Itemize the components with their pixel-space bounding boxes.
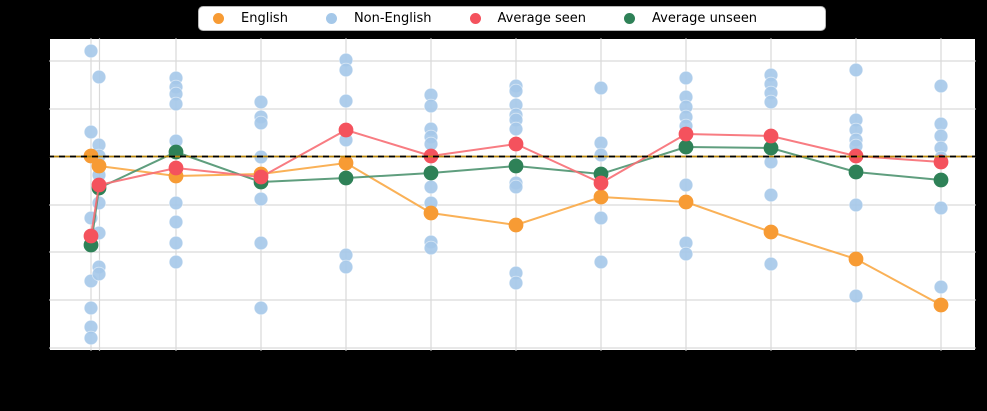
non-english-point <box>91 266 107 282</box>
non-english-point <box>91 69 107 85</box>
legend-item-non-english: Non-English <box>325 11 432 26</box>
average-unseen-point <box>678 139 694 155</box>
non-english-point <box>763 256 779 272</box>
english-line <box>90 155 942 306</box>
non-english-point <box>91 195 107 211</box>
non-english-point <box>253 94 269 110</box>
legend-item-average-unseen: Average unseen <box>624 12 757 25</box>
average-seen-point <box>253 169 269 185</box>
english-point <box>508 217 524 233</box>
average-unseen-point <box>423 165 439 181</box>
average-unseen-point <box>933 172 949 188</box>
english-marker-icon <box>213 13 224 24</box>
average-unseen-point <box>508 158 524 174</box>
non-english-point <box>83 330 99 346</box>
average-seen-point <box>168 160 184 176</box>
non-english-point <box>848 288 864 304</box>
legend-label-non-english: Non-English <box>353 11 432 26</box>
non-english-point <box>338 259 354 275</box>
average-seen-point <box>593 175 609 191</box>
non-english-point <box>253 115 269 131</box>
english-point <box>338 155 354 171</box>
non-english-point <box>168 214 184 230</box>
non-english-point <box>423 98 439 114</box>
average-seen-point <box>678 126 694 142</box>
english-point <box>848 251 864 267</box>
non-english-point <box>763 187 779 203</box>
non-english-point <box>933 279 949 295</box>
non-english-point <box>678 70 694 86</box>
average-seen-point <box>933 154 949 170</box>
non-english-point <box>593 80 609 96</box>
non-english-marker-icon <box>325 13 337 24</box>
non-english-point <box>508 121 524 137</box>
non-english-point <box>423 179 439 195</box>
non-english-point <box>508 275 524 291</box>
non-english-point <box>593 135 609 151</box>
non-english-point <box>423 240 439 256</box>
non-english-point <box>338 93 354 109</box>
non-english-point <box>763 94 779 110</box>
average-seen-line <box>90 128 942 237</box>
english-point <box>678 194 694 210</box>
non-english-point <box>83 43 99 59</box>
non-english-point <box>678 177 694 193</box>
non-english-point <box>933 128 949 144</box>
legend-item-english: English <box>213 12 288 25</box>
non-english-point <box>508 83 524 99</box>
non-english-point <box>933 78 949 94</box>
non-english-point <box>338 247 354 263</box>
non-english-point <box>83 300 99 316</box>
non-english-point <box>253 191 269 207</box>
english-point <box>423 205 439 221</box>
average-seen-marker-icon <box>469 13 481 24</box>
average-seen-point <box>91 177 107 193</box>
non-english-point <box>933 116 949 132</box>
non-english-point <box>168 195 184 211</box>
average-unseen-point <box>848 164 864 180</box>
non-english-point <box>593 210 609 226</box>
non-english-point <box>933 200 949 216</box>
legend-item-average-seen: Average seen <box>469 11 587 26</box>
english-point <box>933 297 949 313</box>
average-unseen-line <box>90 145 942 246</box>
non-english-point <box>593 254 609 270</box>
legend: English Non-English Average seen Average… <box>198 6 826 31</box>
non-english-point <box>253 235 269 251</box>
legend-label-english: English <box>241 11 288 26</box>
non-english-point <box>253 300 269 316</box>
plot-frame <box>46 35 979 354</box>
english-point <box>593 189 609 205</box>
average-seen-point <box>338 122 354 138</box>
non-english-point <box>83 124 99 140</box>
average-seen-point <box>83 228 99 244</box>
non-english-point <box>848 62 864 78</box>
average-seen-point <box>763 128 779 144</box>
average-unseen-marker-icon <box>624 13 636 24</box>
average-unseen-point <box>763 140 779 156</box>
average-unseen-point <box>338 170 354 186</box>
average-seen-point <box>508 136 524 152</box>
non-english-point <box>678 246 694 262</box>
english-point <box>763 224 779 240</box>
legend-label-average-seen: Average seen <box>497 11 587 26</box>
non-english-point <box>338 62 354 78</box>
english-point <box>91 158 107 174</box>
non-english-point <box>848 197 864 213</box>
non-english-point <box>168 96 184 112</box>
non-english-point <box>593 147 609 163</box>
non-english-point <box>508 179 524 195</box>
legend-label-average-unseen: Average unseen <box>652 11 758 26</box>
non-english-point <box>168 235 184 251</box>
non-english-point <box>168 254 184 270</box>
